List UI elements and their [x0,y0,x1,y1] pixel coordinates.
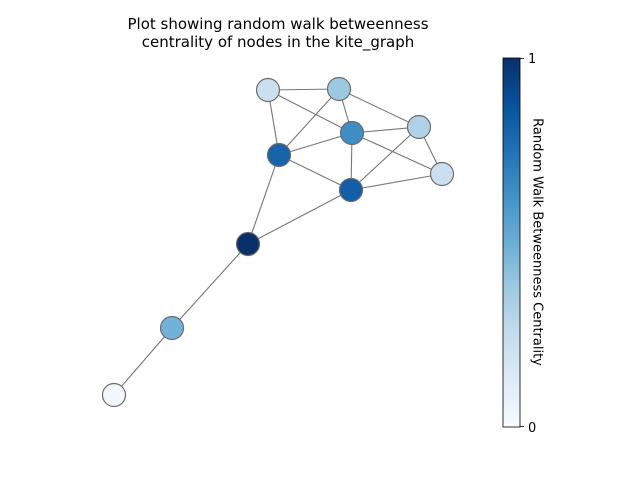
colorbar-gradient [502,57,521,428]
graph-edge-B-C [338,88,420,128]
graph-edge-D-E [351,132,443,175]
graph-node-A [255,77,281,103]
graph-edge-H-I [171,243,249,329]
graph-edge-D-G [350,173,443,191]
nodes-layer [101,76,455,408]
graph-node-B [326,76,352,102]
plot-title-line-1: Plot showing random walk betweenness [127,15,429,33]
graph-edge-B-F [278,88,340,156]
graph-node-H [235,231,261,257]
graph-node-I [159,315,185,341]
graph-edge-I-J [113,327,173,396]
plot-title: Plot showing random walk betweenness cen… [28,15,528,51]
colorbar: 1 0 [502,52,536,436]
graph-node-D [429,161,455,187]
graph-edge-G-H [247,189,352,245]
graph-node-C [406,114,432,140]
graph-edge-A-E [267,89,353,134]
colorbar-max-label: 1 [528,52,536,67]
graph-edge-C-G [350,126,420,191]
graph-edge-E-F [278,132,353,156]
graph-edge-F-G [278,154,352,191]
graph-node-J [101,382,127,408]
edges-layer [113,88,443,396]
graph-node-G [338,177,364,203]
plot-title-line-2: centrality of nodes in the kite_graph [141,33,415,51]
graph-node-E [339,120,365,146]
graph-edge-F-H [247,154,280,245]
colorbar-min-label: 0 [528,421,536,436]
colorbar-axis-label-text: Random Walk Betweenness Centrality [529,118,545,366]
graph-node-F [266,142,292,168]
